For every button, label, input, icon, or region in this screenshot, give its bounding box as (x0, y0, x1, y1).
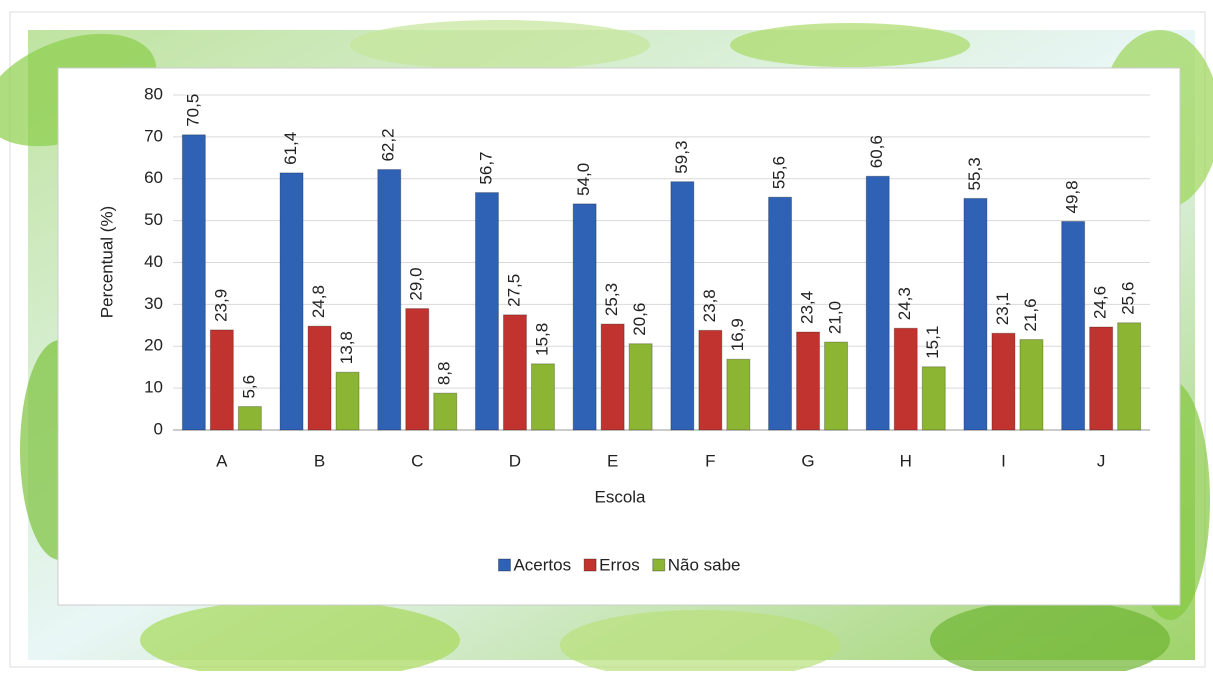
bar (768, 196, 793, 431)
x-tick-label: H (900, 451, 912, 470)
bar (502, 314, 527, 431)
data-label: 27,5 (504, 274, 523, 307)
data-label: 24,6 (1091, 286, 1110, 319)
x-tick-label: D (509, 451, 521, 470)
bar (181, 134, 206, 431)
y-tick-label: 20 (144, 336, 163, 355)
data-label: 13,8 (337, 331, 356, 364)
legend-label: Acertos (513, 555, 571, 574)
x-axis-label: Escola (594, 487, 646, 506)
data-label: 49,8 (1063, 180, 1082, 213)
bar (572, 203, 597, 431)
bar (824, 341, 849, 431)
data-label: 15,8 (532, 323, 551, 356)
data-label: 62,2 (379, 128, 398, 161)
y-axis-label: Percentual (%) (97, 206, 116, 318)
bar (530, 363, 555, 431)
data-label: 55,6 (770, 156, 789, 189)
bar (865, 175, 890, 431)
y-tick-label: 30 (144, 294, 163, 313)
x-tick-label: F (705, 451, 715, 470)
bar (237, 406, 262, 431)
bar (433, 392, 458, 431)
bar (405, 308, 430, 431)
bar (921, 366, 946, 431)
bar (1089, 326, 1114, 431)
bar (279, 172, 304, 431)
data-label: 54,0 (574, 163, 593, 196)
bar (796, 331, 821, 431)
x-tick-label: I (1001, 451, 1006, 470)
data-label: 20,6 (630, 303, 649, 336)
bar (670, 181, 695, 431)
bar (474, 192, 499, 431)
x-tick-label: E (607, 451, 618, 470)
legend-swatch (652, 558, 666, 572)
data-label: 8,8 (435, 362, 454, 386)
bar (726, 358, 751, 431)
bar (698, 329, 723, 431)
legend-swatch (497, 558, 511, 572)
data-label: 61,4 (281, 132, 300, 165)
data-label: 25,3 (602, 283, 621, 316)
data-label: 21,0 (826, 301, 845, 334)
data-label: 23,4 (798, 291, 817, 324)
x-tick-label: J (1097, 451, 1106, 470)
bar (963, 197, 988, 431)
data-label: 23,8 (700, 289, 719, 322)
y-tick-label: 60 (144, 168, 163, 187)
data-label: 55,3 (965, 157, 984, 190)
bar (1019, 339, 1044, 431)
data-label: 23,1 (993, 292, 1012, 325)
y-tick-label: 70 (144, 126, 163, 145)
data-label: 23,9 (211, 289, 230, 322)
data-label: 29,0 (407, 267, 426, 300)
bar (991, 332, 1016, 431)
bar (893, 327, 918, 431)
data-label: 25,6 (1119, 282, 1138, 315)
data-label: 21,6 (1021, 298, 1040, 331)
bar (307, 325, 332, 431)
legend-label: Não sabe (668, 555, 741, 574)
y-tick-label: 0 (154, 419, 163, 438)
bar (335, 371, 360, 431)
bar (600, 323, 625, 431)
y-tick-label: 50 (144, 210, 163, 229)
x-tick-label: A (216, 451, 228, 470)
x-tick-label: B (314, 451, 325, 470)
legend-swatch (583, 558, 597, 572)
data-label: 56,7 (476, 151, 495, 184)
bar (209, 329, 234, 431)
y-tick-label: 80 (144, 84, 163, 103)
data-label: 24,8 (309, 285, 328, 318)
x-tick-label: C (411, 451, 423, 470)
data-label: 60,6 (867, 135, 886, 168)
data-label: 70,5 (183, 94, 202, 127)
data-label: 59,3 (672, 141, 691, 174)
y-tick-label: 40 (144, 252, 163, 271)
bar (1061, 220, 1086, 431)
legend-label: Erros (599, 555, 640, 574)
data-label: 24,3 (895, 287, 914, 320)
bar (1117, 322, 1142, 431)
data-label: 5,6 (239, 375, 258, 399)
x-tick-label: G (801, 451, 814, 470)
data-label: 15,1 (923, 326, 942, 359)
data-label: 16,9 (728, 318, 747, 351)
bar (377, 169, 402, 431)
bar (628, 343, 653, 431)
y-tick-label: 10 (144, 378, 163, 397)
